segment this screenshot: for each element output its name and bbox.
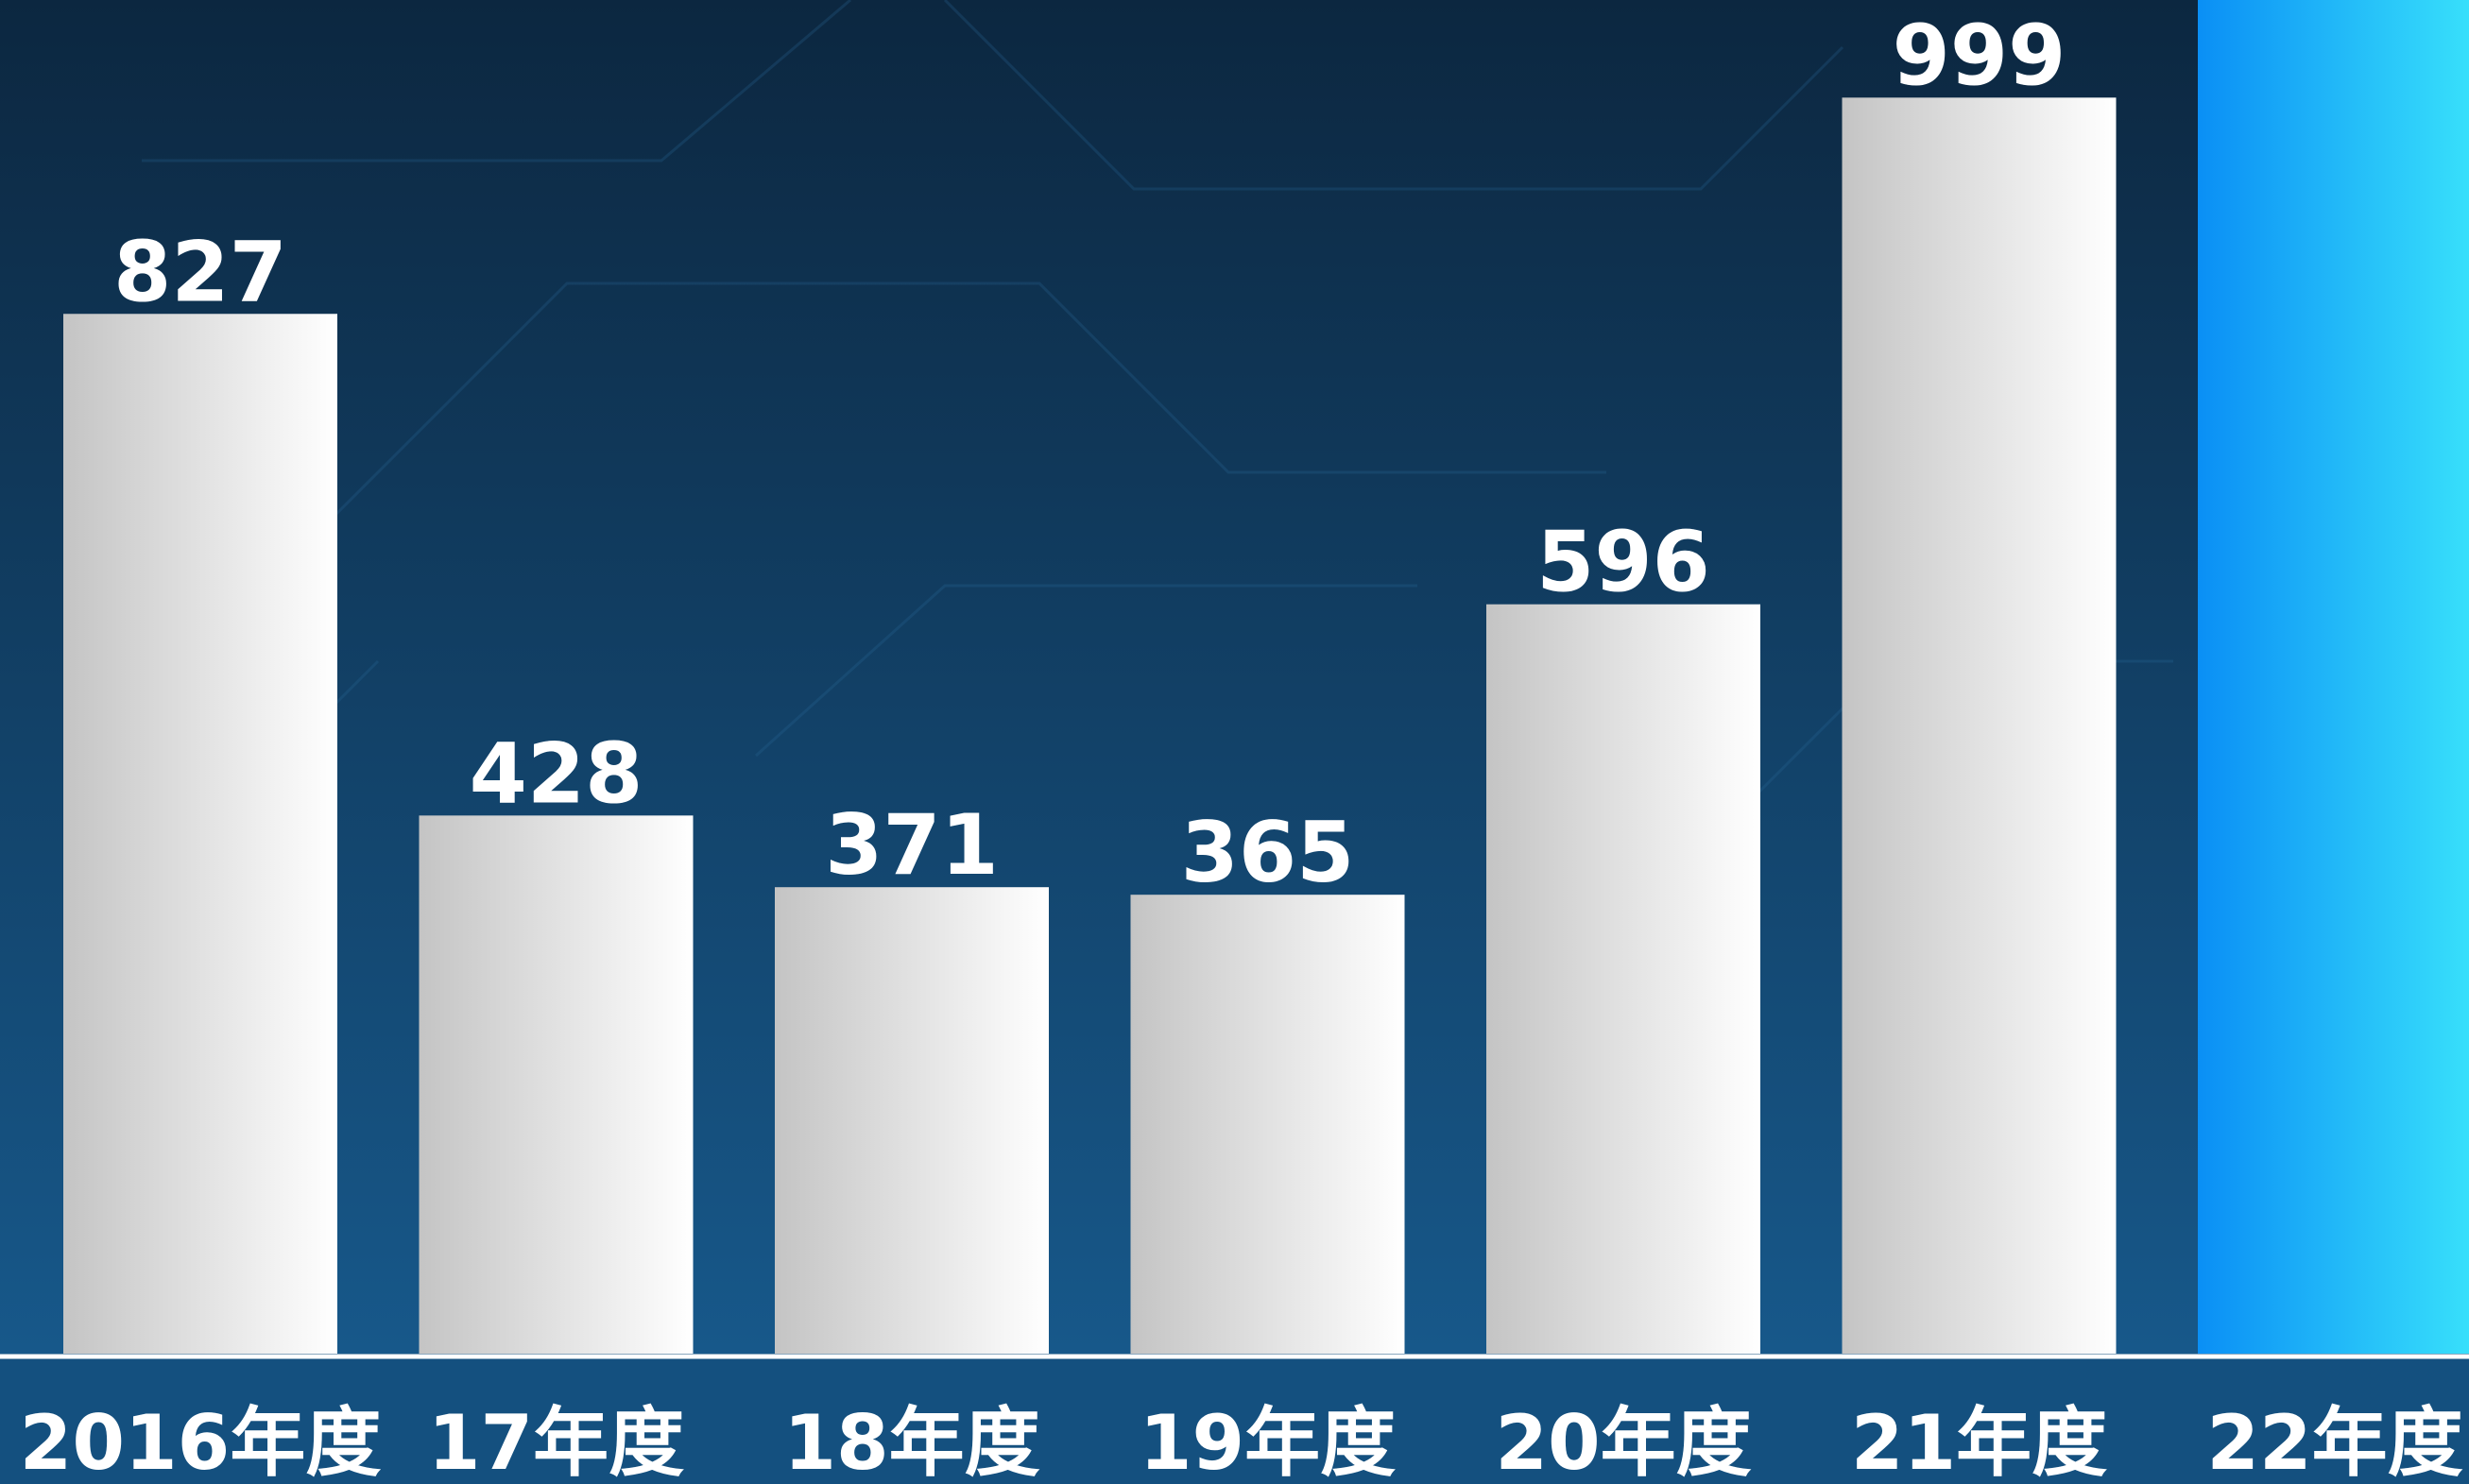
bar [775, 887, 1049, 1354]
x-tick-label: 19年度 [1140, 1399, 1396, 1484]
axis-band [0, 1354, 2469, 1484]
x-tick-label: 20年度 [1495, 1399, 1751, 1484]
x-tick-label: 17年度 [428, 1399, 684, 1484]
bar [1130, 895, 1405, 1354]
x-tick-label: 21年度 [1851, 1399, 2107, 1484]
value-label: 371 [825, 796, 999, 894]
x-tick-label: 18年度 [783, 1399, 1039, 1484]
value-label: 827 [113, 223, 287, 320]
value-label: 999 [1893, 7, 2066, 104]
bar [1486, 604, 1760, 1354]
value-label: 428 [470, 725, 643, 822]
x-tick-label: 2016年度 [20, 1399, 382, 1484]
value-label: 596 [1536, 514, 1710, 611]
bar [1842, 97, 2117, 1354]
bar [2198, 0, 2469, 1355]
bar [419, 815, 694, 1354]
bar [63, 314, 337, 1355]
value-label: 365 [1181, 804, 1355, 901]
x-tick-label: 22年度 [2206, 1399, 2462, 1484]
